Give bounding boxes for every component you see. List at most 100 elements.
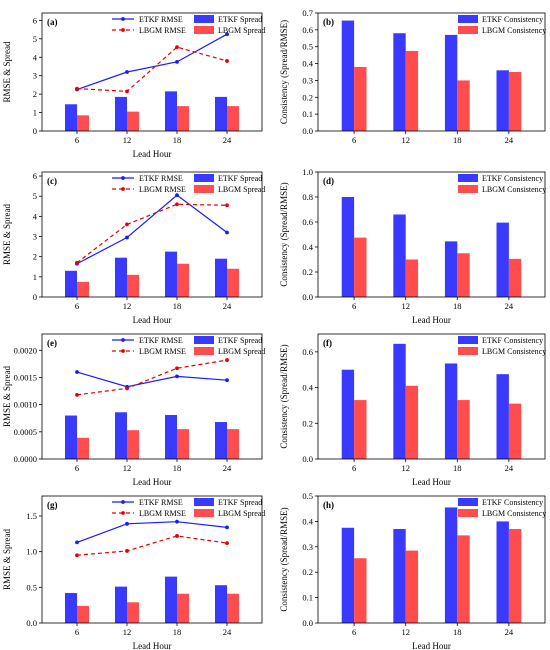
bar-etkf-24 xyxy=(215,96,227,131)
y-tick-label: 0.0 xyxy=(302,618,313,628)
y-tick-label: 0.0000 xyxy=(14,454,37,464)
x-tick-label: 12 xyxy=(401,135,410,145)
lbgm-rmse-point-12 xyxy=(125,386,129,391)
y-tick-label: 0.0010 xyxy=(14,400,37,410)
y-tick-label: 1 xyxy=(33,108,37,118)
x-axis-label: Lead Hour xyxy=(133,315,172,325)
legend-bar-swatch xyxy=(458,509,478,517)
x-tick-label: 12 xyxy=(401,463,410,473)
y-tick-label: 0.6 xyxy=(302,25,313,35)
bar-lbgm-18 xyxy=(177,263,189,297)
y-tick-label: 4 xyxy=(33,211,38,221)
bar-etkf-18 xyxy=(165,251,177,297)
x-axis-label: Lead Hour xyxy=(133,641,172,650)
panel-g: 0.0 0.5 1.0 1.5 6 12 18 24 Lead Hour RMSE & Sprea… xyxy=(2,495,265,650)
x-tick-label: 6 xyxy=(352,463,356,473)
bar-lbgm-6 xyxy=(77,437,89,459)
panel-tag: (e) xyxy=(47,338,57,348)
axes-frame xyxy=(317,12,546,132)
lbgm-rmse-line xyxy=(76,203,228,264)
legend-bar-swatch xyxy=(458,185,478,193)
x-tick-label: 18 xyxy=(453,627,462,637)
bar-etkf-18 xyxy=(444,507,458,623)
legend-label: LBGM Consistency xyxy=(482,185,546,194)
legend-label: LBGM RMSE xyxy=(139,26,186,35)
bar-lbgm-18 xyxy=(457,535,470,623)
legend-marker xyxy=(121,511,125,515)
bar-etkf-12 xyxy=(393,343,406,459)
y-tick-label: 1 xyxy=(33,272,37,282)
x-tick-label: 24 xyxy=(505,627,514,637)
y-tick-label: 0.2 xyxy=(302,418,313,428)
legend-label: LBGM RMSE xyxy=(139,347,186,356)
y-tick-label: 0.4 xyxy=(302,242,313,252)
y-tick-label: 3 xyxy=(33,71,37,81)
y-tick-label: 0.0 xyxy=(302,126,313,136)
legend-label: LBGM Spread xyxy=(218,509,265,518)
y-tick-label: 4 xyxy=(33,52,38,62)
x-tick-label: 24 xyxy=(223,301,232,311)
lbgm-rmse-point-12 xyxy=(125,222,129,227)
bar-lbgm-12 xyxy=(127,602,139,623)
lbgm-rmse-point-24 xyxy=(225,541,229,545)
legend-label: ETKF Spread xyxy=(218,498,262,507)
x-axis-label: Lead Hour xyxy=(412,477,451,487)
bar-etkf-18 xyxy=(444,241,458,297)
y-tick-label: 6 xyxy=(33,171,37,181)
bar-lbgm-6 xyxy=(77,115,89,131)
y-axis-label: RMSE & Spread xyxy=(2,529,12,591)
axes-frame xyxy=(317,171,546,298)
legend-label: LBGM Spread xyxy=(218,347,265,356)
bar-etkf-18 xyxy=(444,34,458,131)
x-tick-label: 6 xyxy=(352,301,356,311)
y-tick-label: 0 xyxy=(33,292,37,302)
bar-etkf-24 xyxy=(496,374,509,459)
x-tick-label: 18 xyxy=(453,135,462,145)
x-tick-label: 12 xyxy=(123,463,132,473)
x-tick-label: 24 xyxy=(223,463,232,473)
x-tick-label: 12 xyxy=(123,627,132,637)
bar-etkf-18 xyxy=(165,414,177,459)
axes-frame xyxy=(41,171,263,298)
legend-label: ETKF Consistency xyxy=(482,336,543,345)
panel-e: 0.0000 0.0005 0.0010 0.0015 0.0020 6 12 18 24 Lea… xyxy=(2,333,265,487)
legend-marker xyxy=(121,176,125,180)
y-tick-label: 0.3 xyxy=(302,75,313,85)
bar-lbgm-12 xyxy=(405,385,419,459)
legend-label: LBGM RMSE xyxy=(139,509,186,518)
x-tick-label: 12 xyxy=(123,301,132,311)
bar-etkf-12 xyxy=(393,529,406,623)
legend-bar-swatch xyxy=(458,336,478,344)
y-tick-label: 0.0005 xyxy=(14,427,37,437)
bar-lbgm-12 xyxy=(127,111,139,131)
legend-bar-swatch xyxy=(194,336,214,344)
etkf-rmse-point-18 xyxy=(175,519,179,524)
legend-marker xyxy=(121,17,125,21)
y-axis-label: Consistency (Spread/RMSE) xyxy=(279,507,289,611)
axes-frame xyxy=(317,495,546,624)
bar-etkf-6 xyxy=(65,104,77,131)
x-tick-label: 18 xyxy=(173,135,182,145)
bar-etkf-12 xyxy=(115,586,127,623)
panel-h: 0.0 0.1 0.2 0.3 0.4 0.5 6 12 18 24 Lead Hour Consis… xyxy=(279,491,546,650)
x-tick-label: 6 xyxy=(75,627,79,637)
etkf-rmse-point-18 xyxy=(175,374,179,379)
x-axis-label: Lead Hour xyxy=(133,477,172,487)
x-tick-label: 18 xyxy=(453,463,462,473)
x-tick-label: 6 xyxy=(352,627,356,637)
y-tick-label: 5 xyxy=(33,191,37,201)
bar-etkf-12 xyxy=(115,412,127,459)
legend-label: LBGM Consistency xyxy=(482,26,546,35)
axes-frame xyxy=(317,333,546,460)
legend-bar-swatch xyxy=(194,498,214,506)
y-tick-label: 0.8 xyxy=(302,192,313,202)
y-tick-label: 0.6 xyxy=(302,347,313,357)
etkf-rmse-line xyxy=(76,521,228,543)
legend-label: ETKF Spread xyxy=(218,174,262,183)
bar-lbgm-12 xyxy=(405,259,419,297)
bar-lbgm-24 xyxy=(508,529,522,623)
y-axis-label: Consistency (Spread/RMSE) xyxy=(279,20,289,124)
etkf-rmse-point-18 xyxy=(175,193,179,198)
